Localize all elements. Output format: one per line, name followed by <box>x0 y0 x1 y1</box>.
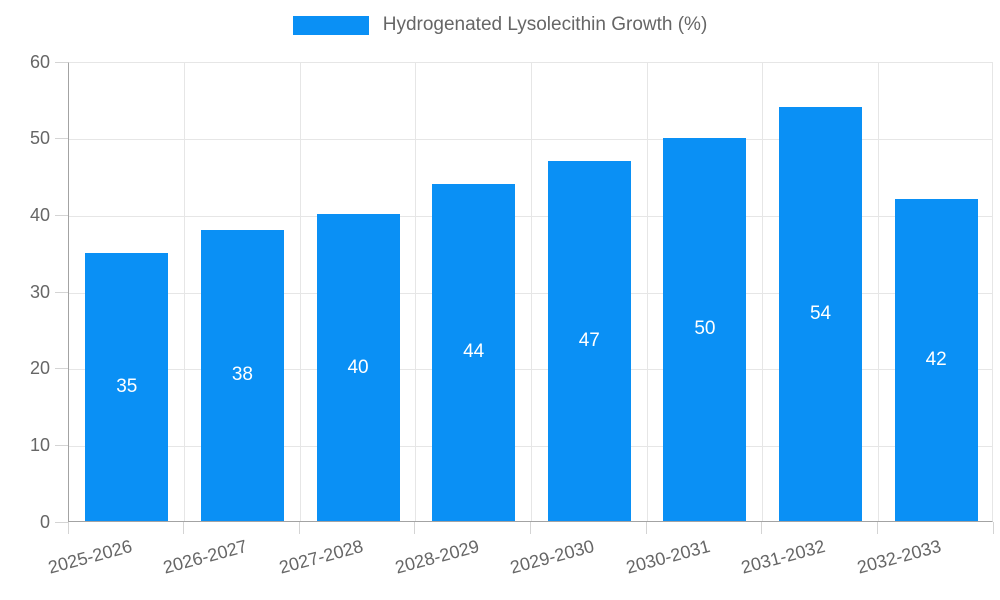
gridline-vertical <box>646 63 648 521</box>
gridline-horizontal <box>69 215 992 217</box>
gridline-horizontal <box>69 292 992 294</box>
y-axis-tick <box>55 291 68 293</box>
y-axis-tick <box>55 444 68 446</box>
x-axis-tick <box>414 522 416 534</box>
bar: 35 <box>85 252 169 521</box>
x-axis-tick-label: 2030-2031 <box>623 536 713 578</box>
y-axis-tick <box>55 521 68 523</box>
x-axis-tick <box>645 522 647 534</box>
gridline-vertical <box>415 63 417 521</box>
x-axis-tick <box>761 522 763 534</box>
bar-value-label: 50 <box>694 318 716 340</box>
legend-label: Hydrogenated Lysolecithin Growth (%) <box>382 14 708 35</box>
y-axis-tick <box>55 138 68 140</box>
bar: 42 <box>894 199 978 521</box>
y-axis-tick-label: 20 <box>29 358 50 379</box>
y-axis-tick-label: 40 <box>29 204 50 225</box>
bar-value-label: 44 <box>463 341 485 363</box>
y-axis-tick-label: 30 <box>29 281 50 302</box>
bar-value-label: 47 <box>578 329 600 351</box>
gridline-vertical <box>299 63 301 521</box>
x-axis-tick-label: 2026-2027 <box>161 536 250 578</box>
bar: 54 <box>779 107 863 521</box>
gridline-vertical <box>184 63 186 521</box>
gridline-horizontal <box>69 369 992 371</box>
bar-value-label: 35 <box>116 375 138 397</box>
bar-value-label: 54 <box>809 303 832 324</box>
bar: 40 <box>316 214 400 521</box>
x-axis-tick <box>876 522 878 534</box>
x-axis-tick-label: 2029-2030 <box>508 536 597 578</box>
y-axis-tick <box>55 61 68 63</box>
y-axis-tick-label: 0 <box>39 511 50 532</box>
bar: 44 <box>432 183 516 521</box>
y-axis-tick-label: 50 <box>29 128 50 149</box>
y-axis-tick-label: 60 <box>29 51 50 72</box>
x-axis-tick-label: 2028-2029 <box>392 536 481 578</box>
x-axis-tick <box>67 522 69 534</box>
y-axis-tick-label: 10 <box>29 434 50 455</box>
y-axis-tick <box>55 214 68 216</box>
x-axis-tick-label: 2027-2028 <box>276 536 366 578</box>
y-axis-tick <box>55 368 68 370</box>
bar-value-label: 42 <box>925 349 947 370</box>
x-axis-tick <box>992 522 994 534</box>
legend-swatch <box>292 15 369 35</box>
x-axis-tick <box>530 522 531 534</box>
x-axis-tick-label: 2032-2033 <box>855 536 944 578</box>
plot-area: 35 38 40 44 47 50 54 42 <box>68 62 993 522</box>
bar-value-label: 40 <box>347 356 369 378</box>
legend[interactable]: Hydrogenated Lysolecithin Growth (%) <box>0 14 1000 36</box>
x-axis-tick <box>183 522 185 534</box>
bar: 47 <box>547 160 631 521</box>
gridline-vertical <box>531 63 532 521</box>
gridline-horizontal <box>69 139 992 141</box>
bar: 50 <box>663 137 747 521</box>
x-axis-tick-label: 2031-2032 <box>739 536 828 578</box>
bar: 38 <box>200 229 284 521</box>
x-axis-tick-label: 2025-2026 <box>45 536 134 578</box>
x-axis-tick <box>298 522 300 534</box>
gridline-vertical <box>877 63 879 521</box>
gridline-vertical <box>762 63 764 521</box>
bar-value-label: 38 <box>231 364 253 386</box>
gridline-horizontal <box>69 445 992 447</box>
